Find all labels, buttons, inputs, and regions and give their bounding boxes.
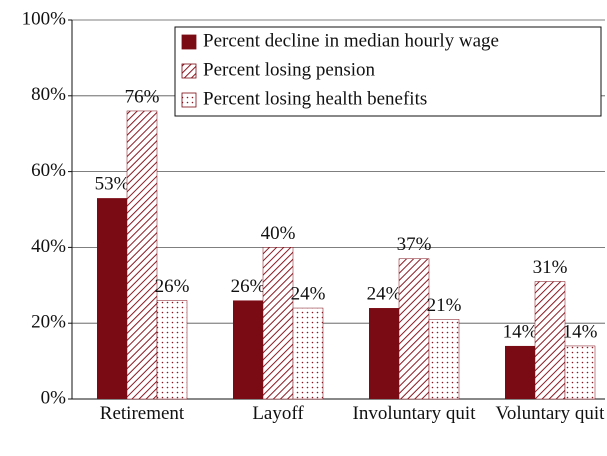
- legend-swatch: [181, 92, 197, 108]
- bar: [428, 319, 460, 400]
- bar: [564, 345, 596, 400]
- legend-swatch: [181, 34, 197, 50]
- bar: [156, 300, 188, 400]
- value-label: 40%: [261, 223, 296, 244]
- x-tick-label: Voluntary quit: [495, 403, 605, 424]
- value-label: 37%: [397, 234, 432, 255]
- y-tick-label: 0%: [41, 387, 67, 408]
- value-label: 26%: [231, 276, 266, 297]
- x-tick-label: Layoff: [252, 403, 304, 424]
- legend-swatch: [181, 63, 197, 79]
- value-label: 53%: [95, 173, 130, 194]
- bar: [262, 247, 294, 400]
- value-label: 24%: [291, 283, 326, 304]
- bar: [126, 110, 158, 400]
- legend-box: [174, 26, 602, 117]
- y-tick-label: 20%: [31, 312, 66, 333]
- legend-label: Percent losing health benefits: [203, 88, 427, 109]
- bar: [233, 300, 263, 399]
- legend-label: Percent losing pension: [203, 59, 376, 80]
- legend-label: Percent decline in median hourly wage: [203, 30, 499, 51]
- legend: Percent decline in median hourly wage Per…: [174, 26, 602, 117]
- value-label: 24%: [367, 283, 402, 304]
- y-tick-label: 80%: [31, 84, 66, 105]
- value-label: 76%: [125, 86, 160, 107]
- bar: [369, 308, 399, 399]
- y-tick-label: 60%: [31, 160, 66, 181]
- bar: [97, 198, 127, 399]
- bar: [505, 345, 535, 399]
- bar: [534, 281, 566, 400]
- bar: [292, 307, 324, 400]
- value-label: 31%: [533, 257, 568, 278]
- y-tick-label: 100%: [22, 8, 67, 29]
- value-label: 21%: [427, 295, 462, 316]
- y-tick-label: 40%: [31, 236, 66, 257]
- bar: [398, 258, 430, 400]
- value-label: 14%: [563, 321, 598, 342]
- value-label: 14%: [503, 321, 538, 342]
- value-label: 26%: [155, 276, 190, 297]
- x-tick-label: Retirement: [99, 403, 185, 424]
- x-tick-label: Involuntary quit: [352, 403, 476, 424]
